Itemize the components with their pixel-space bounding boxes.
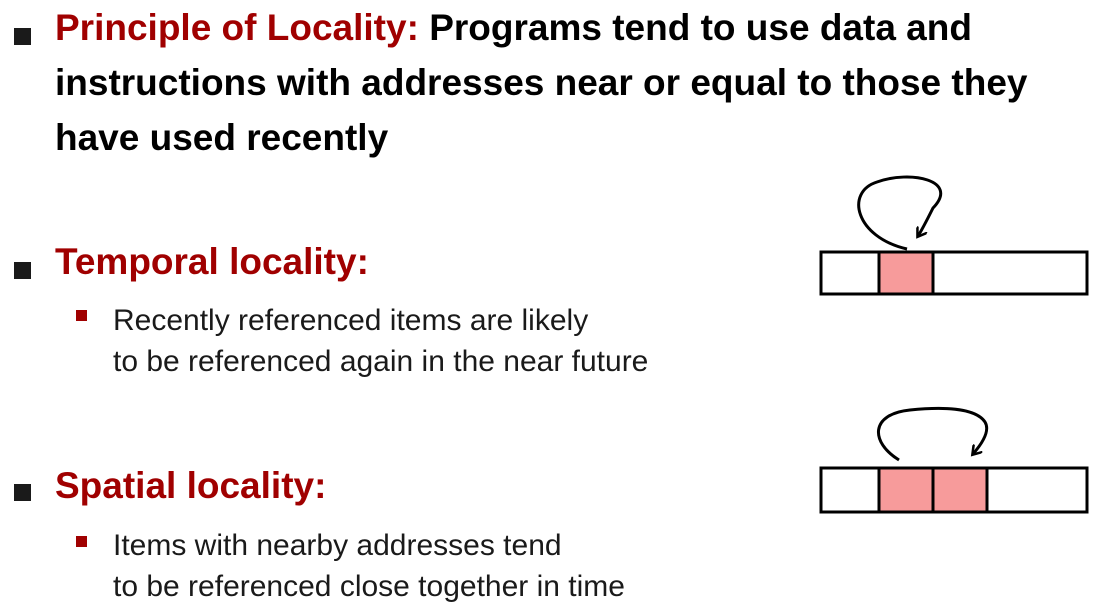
temporal-sub-bullet-icon: [76, 310, 87, 321]
temporal-heading: Temporal locality:: [55, 241, 369, 282]
principle-statement: Principle of Locality: Programs tend to …: [55, 0, 1105, 165]
spatial-locality-diagram: [819, 406, 1089, 514]
principle-line-2: instructions with addresses near or equa…: [55, 62, 1028, 103]
temporal-description: Recently referenced items are likely to …: [113, 300, 648, 382]
principle-line-1: Programs tend to use data and: [429, 7, 972, 48]
neighbor-cell: [931, 466, 989, 514]
temporal-bullet-icon: [14, 262, 31, 279]
spatial-heading: Spatial locality:: [55, 465, 327, 506]
principle-line-3: have used recently: [55, 117, 389, 158]
neighbor-reference-arrow: [876, 406, 989, 462]
spatial-description: Items with nearby addresses tend to be r…: [113, 525, 625, 607]
referenced-cell: [877, 250, 935, 296]
memory-block: [819, 250, 1089, 296]
temporal-line-1: Recently referenced items are likely: [113, 304, 589, 337]
temporal-line-2: to be referenced again in the near futur…: [113, 345, 649, 378]
self-reference-arrow: [857, 175, 943, 251]
spatial-bullet-icon: [14, 484, 31, 501]
referenced-cell: [877, 466, 935, 514]
spatial-line-1: Items with nearby addresses tend: [113, 529, 562, 562]
spatial-line-2: to be referenced close together in time: [113, 570, 625, 603]
principle-bullet-icon: [14, 28, 31, 45]
spatial-sub-bullet-icon: [76, 536, 87, 547]
temporal-locality-diagram: [819, 175, 1089, 296]
principle-term: Principle of Locality:: [55, 7, 419, 48]
